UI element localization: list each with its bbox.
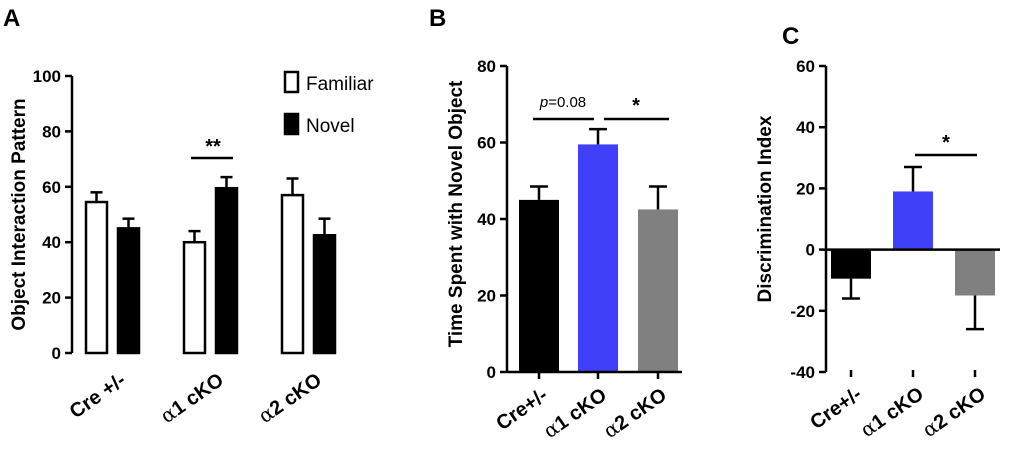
panel-c-category-label: α2 cKO (918, 381, 990, 442)
panel-c-y-axis-label: Discrimination Index (755, 115, 776, 302)
panel-a-y-tick-label: 20 (42, 289, 61, 308)
legend-novel-swatch (283, 112, 300, 136)
panel-a-category-label: Cre +/- (66, 369, 130, 423)
legend-familiar-label: Familiar (306, 74, 374, 95)
panel-a-y-tick-label: 100 (33, 67, 61, 86)
panel-c-y-tick-label: -20 (790, 302, 815, 321)
panel-b-y-tick-label: 0 (487, 363, 496, 382)
panel-b-y-tick-label: 40 (477, 210, 496, 229)
panel-c-y-tick-label: 20 (796, 179, 815, 198)
panel-a-y-axis-label: Object Interaction Pattern (9, 98, 30, 330)
panel-a-bar-novel (214, 186, 239, 355)
panel-b-y-axis-label: Time Spent with Novel Object (446, 80, 467, 347)
panel-b-significance-label: * (632, 95, 640, 117)
panel-c-y-tick-label: -40 (790, 363, 815, 382)
panel-b-y-tick-label: 80 (477, 57, 496, 76)
legend-novel-label: Novel (306, 116, 355, 137)
panel-b-y-tick-label: 20 (477, 287, 496, 306)
panel-c-bar (955, 249, 995, 296)
panel-b-bar (638, 209, 678, 372)
panel-a-category-label: α1 cKO (156, 367, 228, 428)
panel-a-significance-label: ** (205, 136, 221, 158)
panel-c-bar (893, 191, 933, 250)
panel-a-bar-novel (116, 227, 141, 355)
panel-c-significance-label: * (942, 132, 950, 154)
panel-a-bar-novel (312, 234, 337, 355)
panel-c-category-label: Cre+/- (806, 383, 866, 434)
panel-a-y-tick-label: 40 (42, 233, 61, 252)
panel-c-bar (831, 249, 871, 279)
panel-c: C Discrimination Index -40 -20 0 20 40 60 Cre+/-… (755, 23, 1000, 442)
panel-b-bar (578, 144, 618, 372)
panel-b-category-label: α1 cKO (539, 382, 611, 443)
panel-a-bar-familiar (280, 193, 305, 355)
panel-c-category-label: α1 cKO (856, 381, 928, 442)
panel-a-bar-familiar (182, 240, 207, 355)
panel-a-y-tick-label: 80 (42, 122, 61, 141)
legend-familiar-swatch (283, 70, 300, 94)
panel-a-category-label: α2 cKO (254, 367, 326, 428)
panel-a-y-tick-label: 0 (52, 344, 61, 363)
panel-c-y-tick-label: 40 (796, 118, 815, 137)
panel-c-letter: C (782, 23, 799, 50)
panel-c-y-tick-label: 0 (806, 241, 815, 260)
panel-a-bar-familiar (84, 200, 109, 355)
panel-b-bar (519, 199, 559, 372)
panel-c-y-tick-label: 60 (796, 57, 815, 76)
panel-b-category-label: α2 cKO (599, 382, 671, 443)
panel-b-letter: B (429, 5, 446, 32)
panel-a: A Object Interaction Pattern 0 20 40 60 80 100 C… (3, 5, 374, 428)
panel-b-pvalue-label: p=0.08 (539, 94, 586, 111)
panel-a-y-tick-label: 60 (42, 178, 61, 197)
panel-b-y-tick-label: 60 (477, 134, 496, 153)
panel-a-letter: A (3, 5, 20, 32)
